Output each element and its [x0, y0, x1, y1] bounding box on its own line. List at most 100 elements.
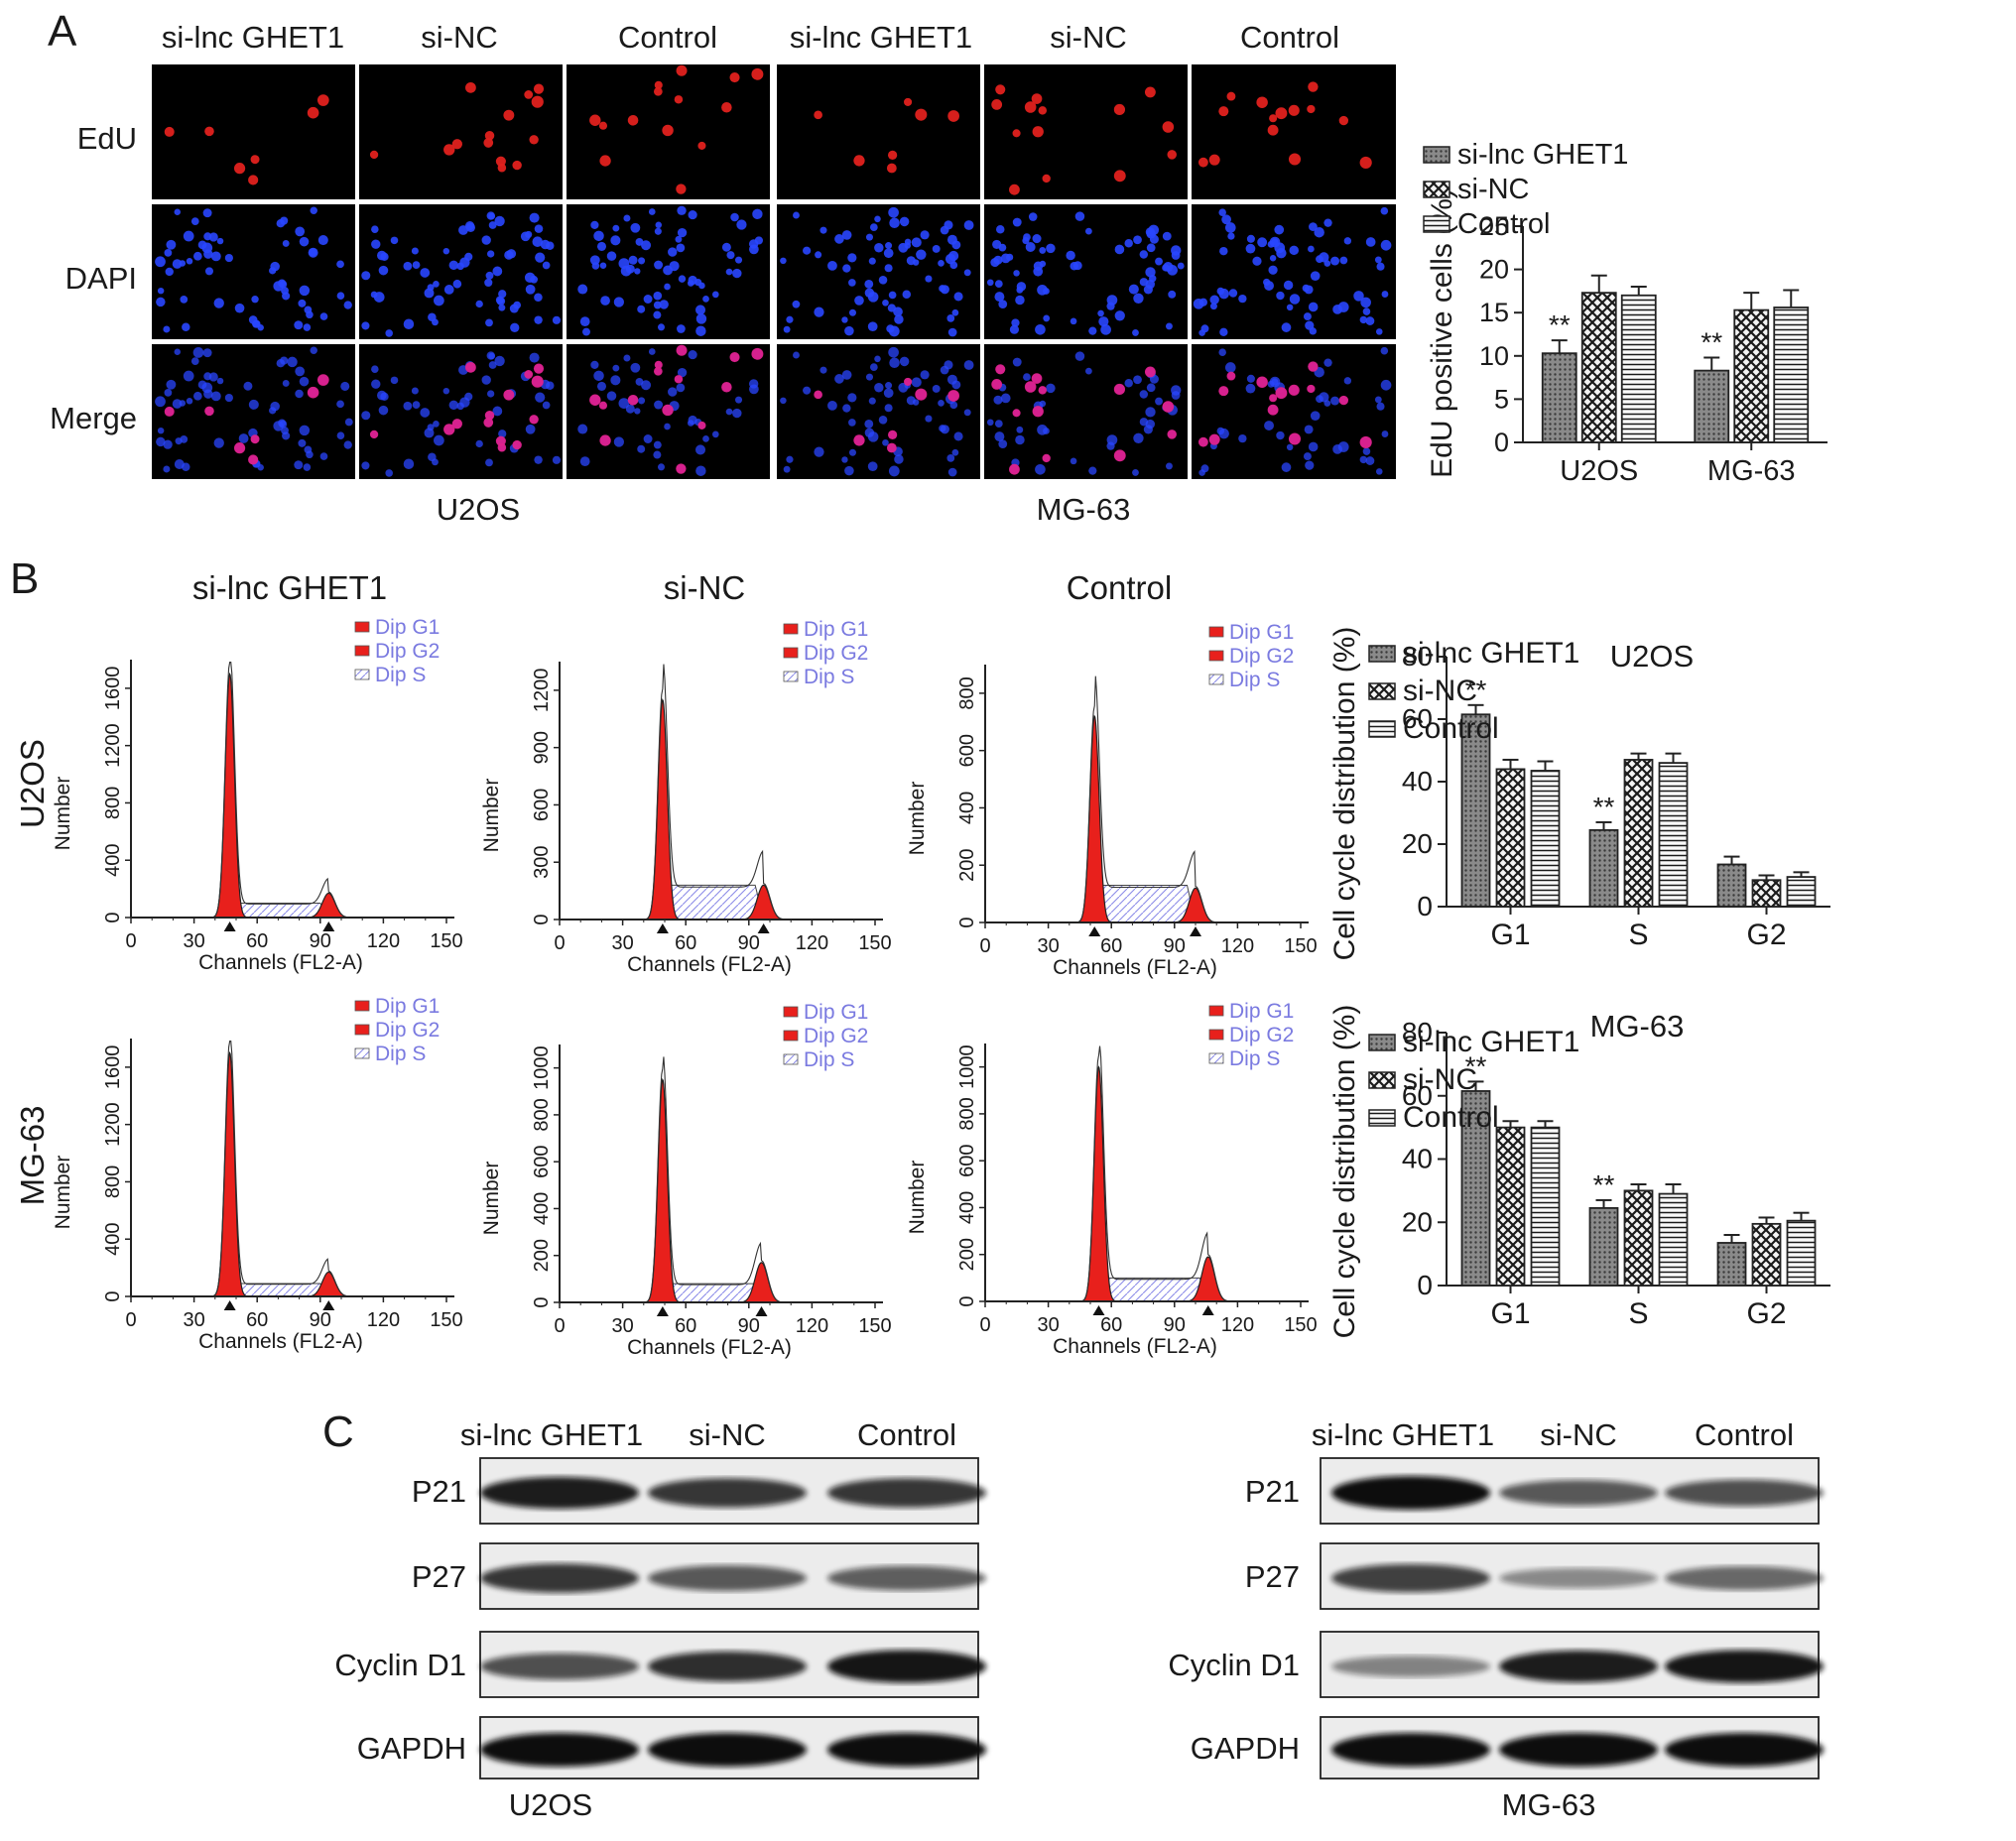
legend-label: Dip S — [375, 664, 426, 686]
nucleus — [815, 251, 822, 259]
micrograph-tile — [984, 344, 1188, 479]
x-tick-label: 60 — [675, 932, 696, 954]
nucleus — [156, 297, 166, 307]
nucleus — [1228, 289, 1238, 298]
nucleus — [534, 293, 543, 303]
nucleus — [310, 346, 317, 354]
edu-nucleus — [503, 109, 515, 121]
merged-nucleus — [887, 430, 898, 440]
protein-band — [648, 1651, 807, 1682]
nucleus — [155, 396, 166, 408]
edu-nucleus — [512, 160, 522, 171]
y-tick-label: 600 — [531, 789, 553, 821]
mg63-cell-cycle-bar-chart: 0 20 40 60 80 G1 ** S ** G2 Cell cycle distributio… — [1328, 1005, 1830, 1338]
edu-nucleus — [751, 67, 764, 80]
nucleus — [434, 295, 444, 307]
nucleus — [1353, 291, 1364, 302]
nucleus — [1283, 280, 1294, 291]
x-tick-label: 60 — [675, 1315, 696, 1337]
y-tick-label: 600 — [956, 734, 978, 767]
nucleus — [867, 292, 879, 303]
nucleus — [1274, 242, 1286, 254]
x-tick-label: 0 — [125, 930, 136, 952]
nucleus — [637, 444, 646, 453]
blot-strip: GAPDH — [1191, 1716, 1824, 1780]
nucleus — [1281, 322, 1292, 332]
nucleus — [634, 268, 641, 275]
bar — [1495, 1126, 1526, 1287]
nucleus — [599, 262, 607, 270]
y-tick-label: 5 — [1494, 384, 1509, 414]
nucleus — [1339, 256, 1348, 265]
nucleus — [912, 259, 920, 266]
nucleus — [1046, 243, 1056, 254]
bar — [1623, 1189, 1654, 1287]
x-tick-label: 120 — [367, 1309, 400, 1331]
nucleus — [190, 357, 199, 365]
nucleus — [1209, 303, 1217, 310]
nucleus — [1106, 441, 1115, 450]
nucleus — [448, 260, 459, 271]
nucleus — [213, 298, 224, 308]
merged-nucleus — [483, 418, 494, 428]
legend-label: si-NC — [1403, 675, 1477, 707]
nucleus — [190, 217, 199, 225]
x-tick-label: 30 — [1037, 935, 1059, 957]
y-tick-label: 400 — [102, 1223, 124, 1256]
nucleus — [529, 352, 540, 363]
nucleus — [783, 465, 791, 473]
nucleus — [867, 461, 878, 472]
y-tick-label: 1600 — [102, 667, 124, 711]
category-label: U2OS — [1560, 455, 1638, 487]
nucleus — [951, 380, 961, 390]
protein-band — [480, 1653, 639, 1680]
y-tick-label: 400 — [531, 1192, 553, 1225]
nucleus — [492, 266, 503, 277]
nucleus — [1304, 425, 1314, 434]
nucleus — [888, 465, 900, 477]
panel-a-cell-line-label: MG-63 — [1037, 492, 1131, 527]
edu-nucleus — [697, 141, 706, 150]
nucleus — [1162, 264, 1170, 272]
bar — [1495, 768, 1526, 908]
nucleus — [192, 391, 202, 401]
nucleus — [371, 225, 379, 233]
legend-label: si-NC — [1457, 174, 1530, 205]
peak-marker — [223, 1300, 236, 1310]
y-tick-label: 200 — [956, 1238, 978, 1271]
y-tick-label: 0 — [1494, 428, 1509, 457]
edu-nucleus — [1144, 86, 1156, 98]
nucleus — [1323, 260, 1331, 267]
legend-swatch — [1423, 146, 1450, 164]
panel-letter-b: B — [10, 554, 39, 603]
y-tick-label: 1200 — [102, 723, 124, 768]
y-tick-label: 800 — [531, 1098, 553, 1131]
panel-b-row-label: U2OS — [14, 739, 51, 828]
nucleus — [844, 465, 854, 476]
x-tick-label: 30 — [611, 1315, 633, 1337]
nucleus — [1218, 288, 1229, 300]
nucleus — [848, 279, 856, 287]
nucleus — [1139, 278, 1149, 287]
merged-nucleus — [1009, 463, 1020, 475]
peak-marker — [322, 921, 335, 931]
merged-nucleus — [164, 406, 175, 417]
merged-nucleus — [529, 415, 539, 425]
nucleus — [525, 284, 536, 295]
nucleus — [1015, 434, 1025, 445]
histogram-envelope — [141, 662, 442, 919]
micrograph-frame — [151, 62, 1397, 481]
panel-letter-a: A — [48, 7, 77, 56]
nucleus — [433, 421, 440, 428]
legend-label: si-lnc GHET1 — [1403, 637, 1579, 670]
nucleus — [990, 258, 1000, 268]
chart-title: U2OS — [1610, 639, 1694, 674]
edu-nucleus — [531, 95, 544, 108]
nucleus — [841, 230, 852, 240]
peak-marker — [1088, 926, 1101, 936]
nucleus — [1267, 380, 1275, 388]
nucleus — [951, 308, 959, 316]
nucleus — [163, 325, 171, 333]
nucleus — [1309, 222, 1318, 231]
